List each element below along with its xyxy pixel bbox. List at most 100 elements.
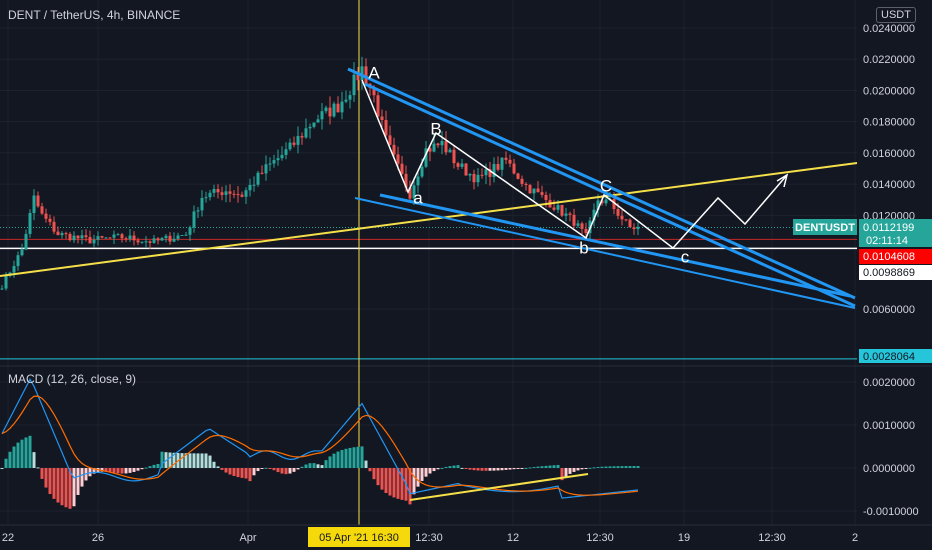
candle-body	[228, 191, 232, 194]
candle-body	[592, 209, 596, 221]
macd-histogram-bar	[592, 467, 596, 469]
macd-histogram-bar	[552, 465, 556, 468]
macd-histogram-bar	[484, 468, 488, 471]
candle-body	[148, 241, 152, 243]
candle-body	[280, 154, 284, 159]
candle-body	[524, 183, 528, 185]
macd-histogram-bar	[72, 468, 76, 507]
candle-body	[600, 200, 604, 204]
price-tick-label: 0.0060000	[863, 304, 915, 316]
candle-body	[504, 157, 508, 160]
candle-body	[272, 160, 276, 164]
price-tick-label: 0.0160000	[863, 148, 915, 160]
candle-body	[4, 275, 8, 289]
candle-body	[220, 192, 224, 195]
macd-histogram-bar	[616, 466, 620, 468]
macd-histogram-bar	[412, 468, 416, 495]
candle-body	[408, 187, 412, 199]
macd-histogram-bar	[392, 468, 396, 498]
candle-body	[540, 192, 544, 195]
candle-body	[448, 149, 452, 153]
candle-body	[168, 235, 172, 242]
candle-body	[360, 66, 364, 81]
candle-body	[424, 148, 428, 167]
macd-histogram-bar	[516, 468, 520, 469]
candle-body	[304, 128, 308, 138]
candle-body	[120, 234, 124, 239]
macd-histogram-bar	[80, 468, 84, 487]
candle-body	[184, 234, 188, 236]
crosshair-time-badge	[308, 527, 410, 547]
macd-histogram-bar	[356, 446, 360, 468]
candle-body	[544, 194, 548, 201]
candle-body	[568, 213, 572, 215]
candle-body	[444, 141, 448, 153]
cyan-level-badge	[859, 349, 932, 363]
candle-body	[152, 238, 156, 243]
macd-histogram-bar	[4, 458, 8, 468]
macd-title: MACD (12, 26, close, 9)	[8, 372, 137, 386]
candle-body	[268, 163, 272, 165]
blue-channel-upper-1	[347, 67, 856, 300]
candle-body	[636, 226, 640, 230]
candle-body	[384, 119, 388, 136]
macd-histogram-bar	[288, 468, 292, 474]
candle-body	[416, 176, 420, 186]
candle-body	[332, 103, 336, 117]
crosshair-time-label: 05 Apr '21 16:30	[319, 532, 399, 544]
macd-histogram-bar	[312, 463, 316, 468]
candle-body	[324, 107, 328, 112]
resistance-badge	[859, 249, 932, 264]
macd-histogram-bar	[20, 439, 24, 468]
time-tick-label: Apr	[239, 532, 256, 544]
ticker-badge	[793, 219, 857, 235]
wave-arrowhead	[776, 173, 789, 188]
macd-tick-label: -0.0010000	[863, 506, 919, 518]
candle-body	[488, 169, 492, 177]
candle-body	[432, 143, 436, 152]
macd-histogram-bar	[344, 448, 348, 468]
macd-histogram-bar	[116, 468, 120, 474]
candle-body	[208, 192, 212, 198]
macd-histogram-bar	[364, 460, 368, 468]
wave-label-A: A	[368, 63, 380, 82]
candle-body	[436, 143, 440, 146]
candle-body	[296, 136, 300, 145]
candle-body	[104, 237, 108, 239]
macd-histogram-bar	[144, 467, 148, 469]
macd-tick-label: 0.0010000	[863, 420, 915, 432]
candle-body	[116, 234, 120, 236]
macd-tick-label: 0.0020000	[863, 377, 915, 389]
macd-histogram-bar	[628, 466, 632, 468]
macd-histogram-bar	[244, 468, 248, 479]
candle-body	[48, 218, 52, 222]
candle-body	[604, 199, 608, 204]
price-tick-label: 0.0180000	[863, 117, 915, 129]
currency-button[interactable]: USDT	[876, 7, 916, 23]
candle-body	[464, 163, 468, 176]
candle-body	[164, 235, 168, 239]
last-price-value: 0.0112199	[863, 222, 914, 234]
macd-histogram-bar	[544, 465, 548, 468]
macd-histogram-bar	[396, 468, 400, 499]
candle-body	[56, 231, 60, 236]
macd-histogram-bar	[124, 468, 128, 474]
macd-histogram-bar	[228, 468, 232, 475]
macd-histogram-bar	[8, 451, 12, 468]
candle-body	[312, 122, 316, 127]
candle-body	[344, 99, 348, 102]
candle-body	[28, 212, 32, 234]
candle-body	[632, 227, 636, 230]
macd-histogram-bar	[464, 468, 468, 469]
candle-body	[396, 154, 400, 164]
candle-body	[292, 142, 296, 145]
macd-histogram-bar	[136, 468, 140, 471]
candle-body	[96, 236, 100, 240]
macd-histogram-bar	[68, 468, 72, 509]
macd-histogram-bar	[372, 468, 376, 480]
macd-histogram-bar	[420, 468, 424, 481]
macd-histogram-bar	[52, 468, 56, 499]
candle-body	[88, 237, 92, 244]
